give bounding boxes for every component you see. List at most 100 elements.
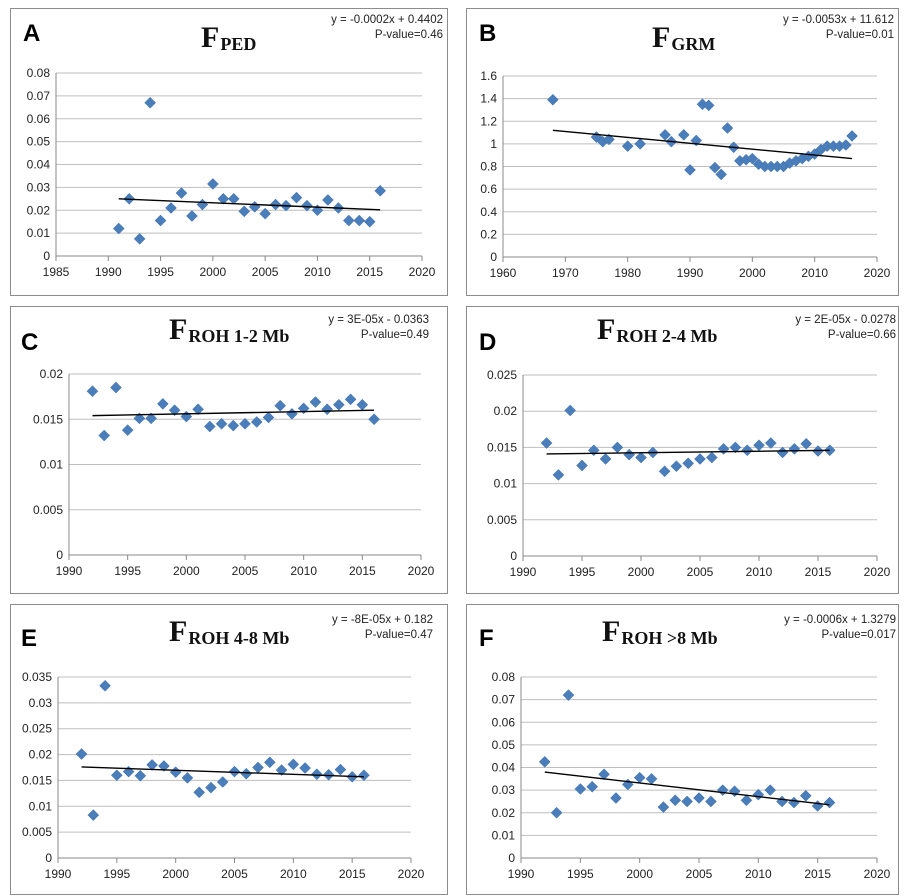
x-tick-label: 2020: [398, 867, 425, 881]
data-point: [287, 758, 300, 771]
data-point: [599, 453, 612, 465]
y-tick-label: 0.02: [492, 806, 516, 820]
data-point: [598, 768, 610, 781]
x-tick-label: 1980: [614, 266, 641, 280]
data-point: [275, 764, 288, 776]
data-point: [227, 192, 240, 205]
y-tick-label: 0: [490, 250, 497, 264]
x-tick-label: 2020: [409, 265, 436, 279]
panel-title-main: F: [652, 21, 671, 54]
data-point: [144, 96, 156, 109]
data-point: [658, 465, 671, 478]
x-tick-label: 2015: [356, 265, 383, 279]
y-tick-label: 0.005: [33, 503, 63, 517]
data-point: [250, 416, 263, 428]
trend-line: [92, 409, 375, 417]
chart-panel-f: F FROH >8 Mb y = -0.0006x + 1.3279 P-val…: [466, 604, 899, 895]
panel-letter: E: [21, 625, 38, 652]
data-point: [799, 789, 812, 802]
panel-letter: F: [479, 625, 494, 652]
data-point: [215, 417, 228, 430]
data-point: [168, 404, 181, 417]
y-tick-label: 1: [490, 137, 497, 151]
x-tick-label: 2015: [349, 564, 376, 578]
x-tick-label: 1985: [43, 265, 70, 279]
panel-title-main: F: [201, 21, 220, 54]
data-point: [193, 786, 206, 799]
data-point: [238, 205, 251, 218]
y-tick-label: 0: [508, 851, 515, 865]
x-tick-label: 1995: [147, 265, 174, 279]
data-point: [239, 417, 251, 430]
data-point: [133, 232, 146, 245]
chart-panel-e: E FROH 4-8 Mb y = -8E-05x + 0.182 P-valu…: [10, 604, 448, 895]
trend-line: [552, 129, 853, 160]
data-point: [110, 769, 123, 782]
panel-title-subscript: ROH 2-4 Mb: [616, 326, 718, 346]
x-tick-label: 1990: [95, 265, 122, 279]
data-point: [586, 780, 599, 793]
scatter-plot: 0 0.2 0.4 0.6 0.8 1 1.2 1.4 1.6 1960 1970 1980 1990 2…: [480, 69, 890, 280]
data-point: [746, 152, 759, 165]
data-point: [635, 451, 647, 464]
data-point: [823, 796, 836, 809]
data-point: [240, 767, 253, 780]
data-point: [87, 809, 100, 821]
data-point: [788, 796, 800, 809]
data-point: [99, 679, 111, 692]
y-tick-label: 0.005: [487, 513, 517, 527]
y-tick-label: 0.01: [40, 458, 64, 472]
panel-title: FPED: [201, 21, 256, 55]
data-point: [368, 413, 380, 426]
data-point: [633, 771, 646, 784]
data-point: [721, 122, 734, 134]
y-tick-label: 0.8: [480, 160, 497, 174]
data-point: [356, 398, 369, 411]
p-value: P-value=0.01: [825, 29, 894, 41]
data-point: [207, 178, 219, 190]
data-point: [175, 187, 188, 199]
data-point: [269, 198, 282, 211]
data-point: [133, 412, 146, 425]
data-point: [729, 441, 742, 454]
y-tick-label: 0.02: [27, 203, 51, 217]
x-tick-label: 2000: [739, 266, 766, 280]
data-point: [538, 755, 551, 768]
x-tick-label: 2020: [408, 564, 435, 578]
data-point: [753, 439, 765, 452]
data-point: [693, 792, 705, 804]
panel-title-subscript: PED: [220, 34, 257, 54]
data-point: [611, 441, 624, 454]
x-tick-label: 1995: [103, 867, 130, 881]
data-point: [353, 214, 366, 227]
panel-title-subscript: ROH >8 Mb: [621, 628, 718, 648]
x-tick-label: 2005: [232, 564, 259, 578]
y-tick-label: 0.08: [492, 670, 516, 684]
y-tick-label: 0.04: [492, 761, 516, 775]
panel-letter: C: [21, 329, 39, 356]
data-point: [321, 403, 333, 416]
data-point: [740, 794, 753, 807]
data-point: [682, 457, 695, 470]
data-point: [715, 168, 728, 181]
y-tick-label: 0.015: [33, 412, 63, 426]
x-tick-label: 2000: [173, 564, 200, 578]
panel-title-subscript: ROH 4-8 Mb: [188, 628, 290, 648]
data-point: [764, 437, 777, 449]
data-point: [180, 410, 193, 423]
x-tick-label: 2020: [864, 565, 891, 579]
data-point: [217, 192, 230, 205]
y-tick-label: 0.01: [29, 799, 53, 813]
trend-line: [118, 198, 381, 211]
x-tick-label: 1995: [567, 867, 594, 881]
data-point: [839, 139, 852, 151]
p-value: P-value=0.46: [374, 29, 443, 41]
y-tick-label: 0.02: [40, 367, 64, 381]
y-tick-label: 1.2: [480, 114, 497, 128]
x-tick-label: 2005: [687, 565, 714, 579]
data-point: [110, 381, 122, 394]
regression-equation: y = 3E-05x - 0.0363: [328, 314, 429, 326]
y-tick-label: 0.2: [480, 227, 497, 241]
panel-title: FGRM: [652, 21, 715, 55]
panel-title-main: F: [169, 615, 188, 648]
